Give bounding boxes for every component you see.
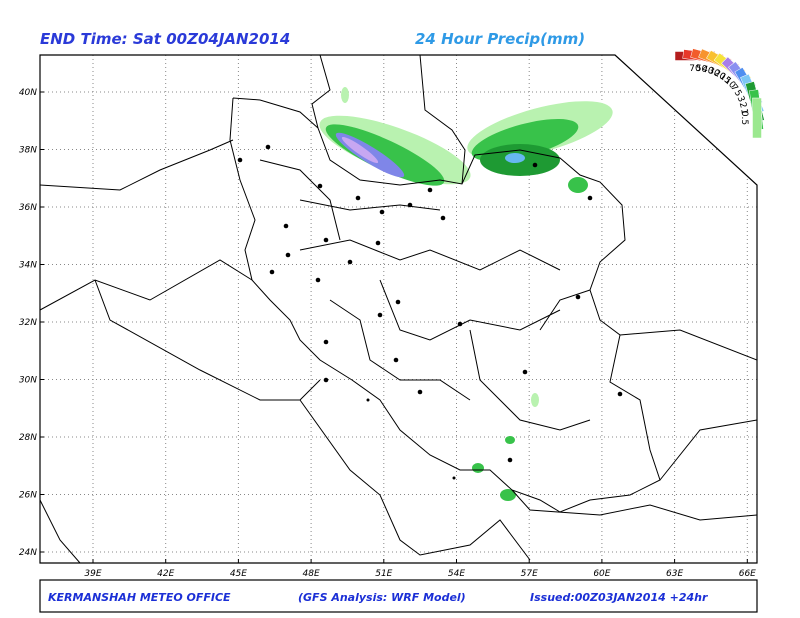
legend-label: 70 xyxy=(689,64,701,74)
field-title: 24 Hour Precip(mm) xyxy=(415,30,585,48)
valid-time: END Time: Sat 00Z04JAN2014 xyxy=(40,30,290,48)
legend-swatch xyxy=(752,97,762,139)
map-frame xyxy=(39,54,758,564)
boundaries xyxy=(40,55,757,563)
legend-label: 7 xyxy=(728,83,739,94)
lat-label: 40N xyxy=(19,88,37,98)
legend-label: 40 xyxy=(701,64,715,77)
lon-label: 60E xyxy=(593,569,610,579)
legend-label: 2 xyxy=(737,101,748,109)
issue-time: Issued:00Z03JAN2014 +24hr xyxy=(530,591,708,604)
lat-label: 26N xyxy=(19,491,37,501)
lat-label: 38N xyxy=(19,146,37,156)
lat-label: 32N xyxy=(19,318,37,328)
legend-label: 1 xyxy=(738,108,749,115)
footer-box xyxy=(39,579,758,613)
model-info: (GFS Analysis: WRF Model) xyxy=(298,591,466,604)
legend-label: 5 xyxy=(732,89,744,99)
lon-label: 48E xyxy=(303,569,320,579)
lat-label: 34N xyxy=(19,261,37,271)
lon-label: 66E xyxy=(739,569,756,579)
legend-label: 50 xyxy=(695,64,708,75)
lat-label: 36N xyxy=(19,203,37,213)
axis-labels: 40N 38N 36N 34N 32N 30N 28N 26N 24N 39E 42E 45E 48E 5… xyxy=(19,88,756,579)
legend-label: 3 xyxy=(735,95,746,104)
cities xyxy=(237,144,623,480)
office: KERMANSHAH METEO OFFICE xyxy=(48,591,231,604)
lat-label: 28N xyxy=(19,433,37,443)
lat-label: 30N xyxy=(19,376,37,386)
lat-label: 24N xyxy=(19,548,37,558)
legend-label: 0.5 xyxy=(739,111,749,125)
legend-label: 30 xyxy=(707,66,722,80)
lon-label: 54E xyxy=(448,569,465,579)
lon-label: 51E xyxy=(375,569,392,579)
lon-label: 42E xyxy=(157,569,174,579)
lon-label: 57E xyxy=(521,569,538,579)
lon-label: 39E xyxy=(84,569,101,579)
lon-label: 45E xyxy=(230,569,247,579)
precip-field xyxy=(319,87,613,501)
lon-label: 63E xyxy=(666,569,683,579)
